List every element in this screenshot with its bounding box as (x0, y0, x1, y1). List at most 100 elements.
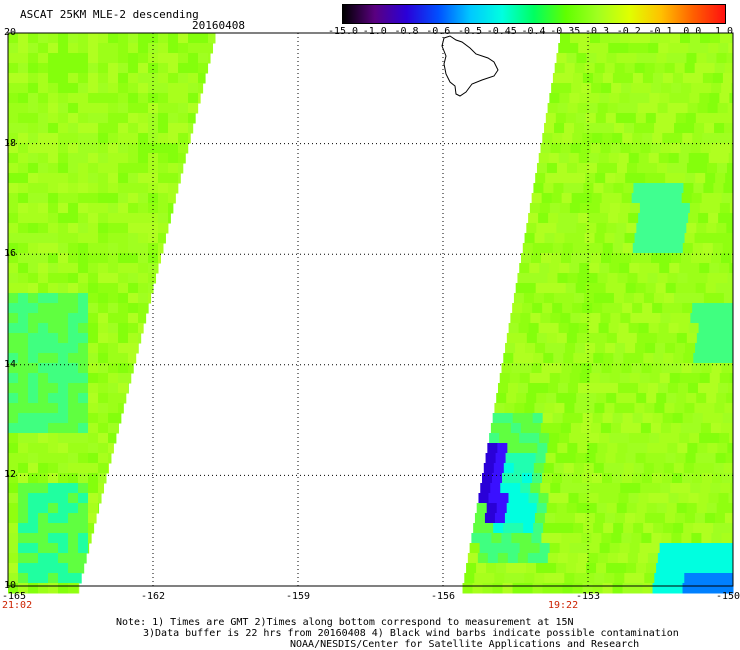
swath-cell (582, 583, 594, 594)
swath-cell (511, 533, 522, 544)
swath-cell (88, 203, 99, 214)
swath-cell (158, 123, 169, 134)
swath-cell (530, 483, 541, 494)
swath-cell (560, 313, 571, 324)
swath-cell (608, 493, 619, 504)
swath-cell (514, 403, 525, 414)
swath-cell (88, 433, 99, 444)
swath-cell (630, 143, 642, 154)
swath-cell (78, 583, 80, 594)
swath-cell (721, 533, 732, 544)
swath-cell (632, 583, 644, 594)
swath-cell (642, 583, 654, 594)
swath-cell (724, 513, 734, 524)
swath-cell (600, 33, 611, 44)
swath-cell (128, 43, 139, 54)
swath-cell (712, 583, 724, 594)
swath-cell (602, 243, 614, 254)
swath-cell (639, 373, 651, 384)
swath-cell (624, 573, 635, 584)
swath-cell (660, 313, 671, 324)
swath-cell (168, 113, 179, 124)
swath-cell (666, 563, 677, 574)
swath-cell (28, 393, 39, 404)
swath-cell (510, 313, 521, 324)
swath-cell (659, 373, 671, 384)
swath-cell (158, 213, 169, 224)
swath-cell (482, 473, 493, 484)
swath-cell (590, 33, 601, 44)
swath-cell (564, 513, 576, 524)
swath-cell (690, 423, 702, 434)
swath-cell (701, 193, 713, 204)
swath-cell (523, 353, 534, 364)
swath-cell (690, 313, 701, 324)
swath-cell (706, 333, 718, 344)
swath-cell (642, 413, 654, 424)
swath-cell (597, 273, 608, 284)
swath-cell (542, 133, 553, 144)
swath-cell (630, 33, 641, 44)
swath-cell (694, 233, 706, 244)
swath-cell (721, 193, 733, 204)
swath-cell (658, 493, 669, 504)
swath-cell (88, 243, 99, 254)
swath-cell (710, 143, 722, 154)
swath-cell (557, 553, 569, 564)
swath-cell (617, 383, 629, 394)
swath-cell (58, 523, 69, 534)
swath-cell (108, 43, 119, 54)
swath-cell (28, 43, 39, 54)
swath-cell (88, 183, 99, 194)
swath-cell (28, 483, 39, 494)
swath-cell (565, 453, 577, 464)
swath-cell (519, 543, 531, 554)
swath-cell (128, 93, 139, 104)
swath-cell (581, 253, 592, 264)
swath-cell (612, 133, 623, 144)
swath-cell (726, 223, 734, 234)
swath-cell (18, 323, 29, 334)
swath-cell (198, 93, 201, 104)
swath-cell (699, 263, 710, 274)
swath-cell (28, 53, 39, 64)
swath-cell (492, 413, 504, 424)
swath-cell (566, 223, 577, 234)
swath-cell (603, 353, 614, 364)
swath-cell (709, 93, 720, 104)
swath-cell (716, 223, 727, 234)
swath-cell (701, 83, 712, 94)
swath-cell (532, 243, 544, 254)
swath-cell (493, 463, 505, 474)
swath-cell (612, 583, 624, 594)
swath-cell (539, 543, 551, 554)
swath-cell (28, 363, 39, 374)
swath-cell (694, 573, 705, 584)
swath-cell (551, 363, 563, 374)
swath-cell (692, 73, 704, 84)
swath-cell (78, 243, 89, 254)
swath-cell (78, 33, 89, 44)
swath-cell (558, 323, 570, 334)
swath-cell (8, 183, 19, 194)
swath-cell (623, 183, 634, 194)
swath-cell (696, 223, 707, 234)
swath-cell (108, 163, 119, 174)
swath-cell (546, 563, 557, 574)
swath-cell (631, 193, 643, 204)
swath-cell (600, 483, 611, 494)
swath-cell (118, 153, 129, 164)
swath-cell (78, 413, 89, 424)
swath-cell (38, 333, 49, 344)
swath-cell (689, 433, 700, 444)
swath-cell (606, 53, 617, 64)
swath-cell (559, 543, 571, 554)
swath-cell (88, 373, 99, 384)
swath-cell (48, 483, 59, 494)
swath-cell (88, 533, 92, 544)
swath-cell (728, 153, 734, 164)
swath-cell (28, 273, 39, 284)
swath-cell (536, 393, 547, 404)
swath-cell (636, 503, 648, 514)
swath-cell (48, 73, 59, 84)
